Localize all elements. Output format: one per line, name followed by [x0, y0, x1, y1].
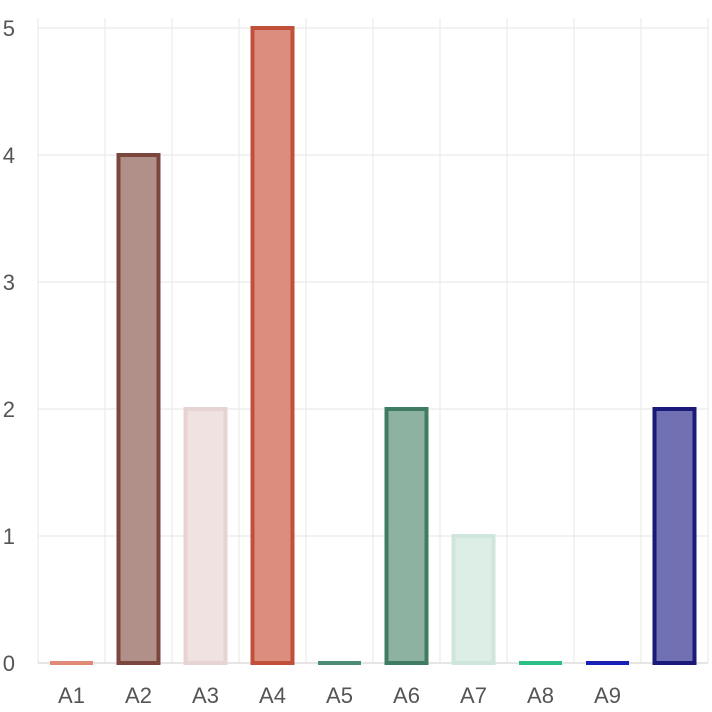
x-tick-label: A5: [326, 683, 353, 708]
y-tick-label: 0: [3, 651, 15, 676]
bar: [586, 661, 629, 665]
grid-layer: [37, 18, 709, 664]
bars-layer: [50, 26, 697, 665]
ticks-layer: 0 1 2 3 4 5 A1 A2 A3 A4 A5 A6 A7 A8 A9: [3, 16, 621, 708]
x-tick-label: A2: [125, 683, 152, 708]
x-tick-label: A8: [527, 683, 554, 708]
x-tick-label: A4: [259, 683, 286, 708]
bar: [451, 534, 496, 665]
bar: [318, 661, 361, 665]
y-tick-label: 2: [3, 397, 15, 422]
bar: [183, 407, 228, 665]
y-tick-label: 4: [3, 143, 15, 168]
bar: [652, 407, 697, 665]
x-tick-label: A9: [594, 683, 621, 708]
bar: [384, 407, 429, 665]
bar: [519, 661, 562, 665]
x-tick-label: A1: [58, 683, 85, 708]
bar: [50, 661, 93, 665]
y-tick-label: 5: [3, 16, 15, 41]
x-tick-label: A3: [192, 683, 219, 708]
bar: [250, 26, 295, 665]
x-tick-label: A6: [393, 683, 420, 708]
y-tick-label: 1: [3, 524, 15, 549]
x-tick-label: A7: [460, 683, 487, 708]
bar: [116, 153, 161, 665]
y-tick-label: 3: [3, 270, 15, 295]
